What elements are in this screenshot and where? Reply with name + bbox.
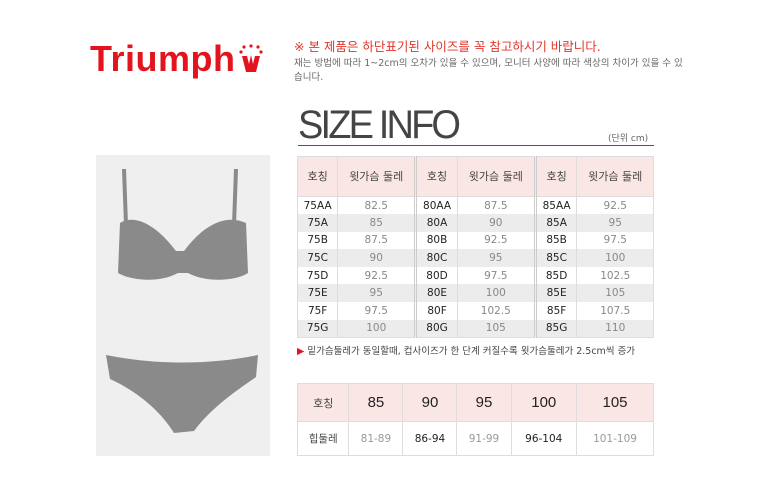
col-bust: 윗가슴 둘레: [576, 156, 654, 197]
table-row: 75AA 82.5 80AA 87.5 85AA 92.5: [296, 196, 654, 215]
size-cell: 85A: [533, 214, 578, 232]
size-cell: 80E: [414, 284, 458, 303]
bust-cell: 110: [576, 319, 654, 338]
bust-cell: 92.5: [337, 266, 417, 285]
col-bust: 윗가슴 둘레: [337, 156, 417, 197]
bust-cell: 87.5: [337, 231, 417, 250]
bra-image: [118, 169, 248, 280]
hip-cell: 96-104: [510, 421, 577, 456]
size-cell: 85: [348, 383, 404, 422]
size-cell: 75B: [296, 231, 339, 250]
size-cell: 80B: [414, 231, 458, 250]
size-label: 호칭: [296, 383, 350, 422]
size-cell: 80G: [414, 319, 458, 338]
hip-cell: 91-99: [456, 421, 512, 456]
size-cell: 85AA: [533, 196, 578, 215]
bra-note: ▶ 밑가슴둘레가 동일할때, 컵사이즈가 한 단계 커질수록 윗가슴둘레가 2.…: [297, 343, 635, 357]
bust-cell: 92.5: [576, 196, 654, 215]
size-cell: 85C: [533, 249, 578, 267]
hip-size-table: 호칭 85 90 95 100 105 힙둘레 81-89 86-94 91-99 96-104 1…: [296, 383, 654, 456]
bust-cell: 102.5: [576, 266, 654, 285]
size-cell: 90: [402, 383, 458, 422]
bust-cell: 95: [337, 284, 417, 303]
table-row: 75D 92.5 80D 97.5 85D 102.5: [296, 266, 654, 285]
bust-cell: 105: [456, 319, 536, 338]
col-bust: 윗가슴 둘레: [456, 156, 536, 197]
size-cell: 75C: [296, 249, 339, 267]
size-cell: 80A: [414, 214, 458, 232]
table-row: 75E 95 80E 100 85E 105: [296, 284, 654, 303]
triangle-icon: ▶: [297, 346, 305, 357]
briefs-image: [106, 355, 258, 433]
bust-cell: 100: [456, 284, 536, 303]
size-cell: 80D: [414, 266, 458, 285]
size-cell: 100: [510, 383, 577, 422]
table-row: 75B 87.5 80B 92.5 85B 97.5: [296, 231, 654, 250]
size-cell: 105: [576, 383, 654, 422]
bust-cell: 92.5: [456, 231, 536, 250]
divider: [298, 145, 654, 146]
table-row: 75F 97.5 80F 102.5 85F 107.5: [296, 302, 654, 320]
brand-name: Triumph: [90, 38, 236, 79]
unit-label: (단위 cm): [608, 134, 649, 144]
bust-cell: 97.5: [576, 231, 654, 250]
size-cell: 75E: [296, 284, 339, 303]
product-image: [96, 155, 270, 456]
page-title: SIZE INFO: [298, 103, 461, 147]
bust-cell: 97.5: [337, 302, 417, 320]
size-cell: 80F: [414, 302, 458, 320]
bust-cell: 90: [456, 214, 536, 232]
size-cell: 85E: [533, 284, 578, 303]
bust-cell: 82.5: [337, 196, 417, 215]
bust-cell: 85: [337, 214, 417, 232]
bra-note-text: 밑가슴둘레가 동일할때, 컵사이즈가 한 단계 커질수록 윗가슴둘레가 2.5c…: [307, 346, 636, 357]
bust-cell: 95: [456, 249, 536, 267]
hip-label: 힙둘레: [296, 421, 350, 456]
size-cell: 80C: [414, 249, 458, 267]
size-cell: 85D: [533, 266, 578, 285]
notice-text: ※ 본 제품은 하단표기된 사이즈를 꼭 참고하시기 바랍니다.: [294, 39, 601, 54]
col-size: 호칭: [533, 156, 578, 197]
size-cell: 75A: [296, 214, 339, 232]
table-row: 75C 90 80C 95 85C 100: [296, 249, 654, 267]
size-cell: 85F: [533, 302, 578, 320]
size-cell: 80AA: [414, 196, 458, 215]
bust-cell: 100: [337, 319, 417, 338]
hip-cell: 86-94: [402, 421, 458, 456]
size-cell: 75F: [296, 302, 339, 320]
bust-cell: 90: [337, 249, 417, 267]
bust-cell: 87.5: [456, 196, 536, 215]
col-size: 호칭: [296, 156, 339, 197]
size-cell: 85B: [533, 231, 578, 250]
size-cell: 75AA: [296, 196, 339, 215]
bra-size-table: 호칭 윗가슴 둘레 호칭 윗가슴 둘레 호칭 윗가슴 둘레 75AA 82.5 80…: [296, 156, 654, 338]
size-cell: 75D: [296, 266, 339, 285]
measure-note: 재는 방법에 따라 1~2cm의 오차가 있을 수 있으며, 모니터 사양에 따…: [294, 58, 683, 83]
brand-logo: Triumph: [90, 38, 263, 80]
table-row: 75G 100 80G 105 85G 110: [296, 319, 654, 338]
size-cell: 85G: [533, 319, 578, 338]
size-cell: 75G: [296, 319, 339, 338]
bust-cell: 107.5: [576, 302, 654, 320]
bust-cell: 95: [576, 214, 654, 232]
hip-cell: 101-109: [576, 421, 654, 456]
bust-cell: 102.5: [456, 302, 536, 320]
bust-cell: 105: [576, 284, 654, 303]
size-cell: 95: [456, 383, 512, 422]
crown-icon: [238, 44, 263, 72]
bust-cell: 100: [576, 249, 654, 267]
hip-cell: 81-89: [348, 421, 404, 456]
col-size: 호칭: [414, 156, 458, 197]
bust-cell: 97.5: [456, 266, 536, 285]
table-row: 75A 85 80A 90 85A 95: [296, 214, 654, 232]
